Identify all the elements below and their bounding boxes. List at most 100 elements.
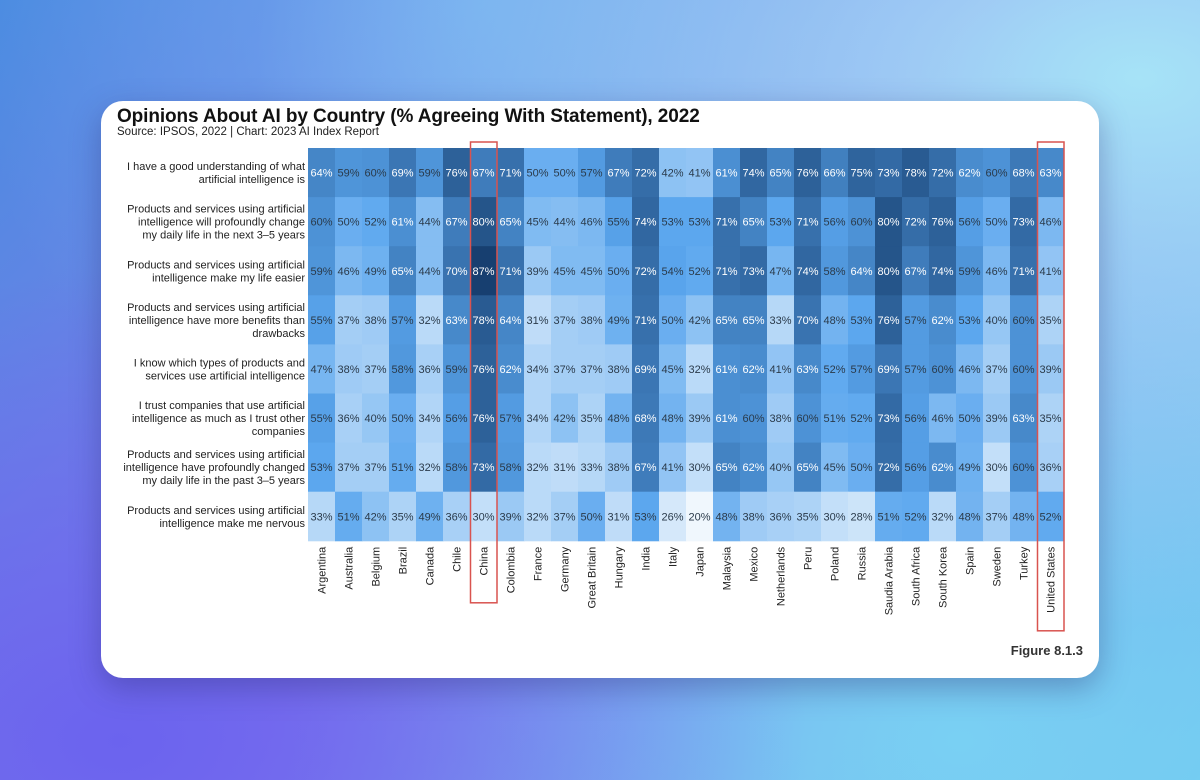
heatmap-cell [740,491,768,542]
heatmap-cell [551,344,579,394]
heatmap-cell [956,246,984,296]
heatmap-cell [416,393,444,444]
heatmap-cell [848,295,876,345]
heatmap-cell [1010,148,1038,198]
heatmap-cell [686,491,714,542]
heatmap-cell [983,442,1011,493]
heatmap-cell [416,344,444,394]
heatmap-cell [794,197,822,247]
cell-value-label: 59% [337,168,359,180]
row-label: I have a good understanding of what artif… [127,161,305,186]
cell-value-label: 73% [742,266,764,278]
heatmap-cell [389,246,417,296]
heatmap-cell [767,197,795,247]
heatmap-cell [956,491,984,542]
cell-value-label: 57% [499,413,521,425]
cell-value-label: 63% [445,315,467,327]
heatmap-cell [848,197,876,247]
cell-value-label: 50% [553,168,575,180]
cell-value-label: 80% [877,266,899,278]
cell-value-label: 48% [958,511,980,523]
cell-value-label: 60% [1012,364,1034,376]
cell-value-label: 38% [607,364,629,376]
cell-value-label: 60% [985,168,1007,180]
cell-value-label: 60% [1012,462,1034,474]
cell-value-label: 71% [1012,266,1034,278]
cell-value-label: 80% [877,217,899,229]
cell-value-label: 76% [445,168,467,180]
heatmap-cell [632,197,660,247]
cell-value-label: 71% [715,266,737,278]
cell-value-label: 70% [796,315,818,327]
cell-value-label: 48% [715,511,737,523]
cell-value-label: 32% [526,511,548,523]
row-label: I trust companies that use artificial int… [132,400,306,438]
cell-value-label: 62% [742,462,764,474]
heatmap-cell [794,246,822,296]
column-label: Mexico [749,547,761,582]
cell-value-label: 48% [1012,511,1034,523]
heatmap-cell [578,442,606,493]
column-label: Colombia [506,546,518,593]
heatmap-cell [605,295,633,345]
cell-value-label: 57% [904,364,926,376]
heatmap-cell [929,344,957,394]
heatmap-cell [308,246,336,296]
heatmap-cell [416,295,444,345]
cell-value-label: 39% [499,511,521,523]
heatmap-cell [713,491,741,542]
cell-value-label: 67% [904,266,926,278]
cell-value-label: 40% [364,413,386,425]
cell-value-label: 45% [526,217,548,229]
heatmap-cell [902,491,930,542]
cell-value-label: 62% [931,462,953,474]
heatmap-cell [335,393,363,444]
cell-value-label: 51% [823,413,845,425]
column-label: Saudia Arabia [884,546,896,615]
heatmap-cell [470,491,498,542]
cell-value-label: 37% [337,315,359,327]
heatmap-cell [794,442,822,493]
cell-value-label: 69% [877,364,899,376]
heatmap-cell [416,491,444,542]
cell-value-label: 35% [580,413,602,425]
cell-value-label: 37% [553,315,575,327]
row-label: Products and services using artificial in… [123,449,305,487]
heatmap-cell [1037,344,1065,394]
heatmap-cell [524,442,552,493]
heatmap-cell [308,442,336,493]
heatmap-cell [1010,491,1038,542]
heatmap-cell [551,491,579,542]
cell-value-label: 28% [850,511,872,523]
heatmap-cell [740,246,768,296]
heatmap-cell [551,197,579,247]
heatmap-cell [362,246,390,296]
cell-value-label: 30% [472,511,494,523]
cell-value-label: 38% [769,413,791,425]
heatmap-cell [1037,197,1065,247]
cell-value-label: 67% [472,168,494,180]
heatmap-cell [632,344,660,394]
heatmap-cell [686,344,714,394]
chart-title: Opinions About AI by Country (% Agreeing… [117,106,700,127]
heatmap-cell [875,148,903,198]
cell-value-label: 87% [472,266,494,278]
row-label: I know which types of products and servic… [134,357,305,382]
cell-value-label: 38% [364,315,386,327]
cell-value-label: 42% [553,413,575,425]
cell-value-label: 45% [580,266,602,278]
heatmap-cell [713,344,741,394]
cell-value-label: 20% [688,511,710,523]
heatmap-cell [983,491,1011,542]
cell-value-label: 72% [634,266,656,278]
heatmap-cell [416,197,444,247]
heatmap-cell [767,393,795,444]
cell-value-label: 33% [310,511,332,523]
heatmap-cell [902,442,930,493]
cell-value-label: 60% [364,168,386,180]
heatmap-cell [551,246,579,296]
cell-value-label: 37% [553,511,575,523]
heatmap-cell [632,442,660,493]
cell-value-label: 62% [742,364,764,376]
heatmap-cell [686,148,714,198]
